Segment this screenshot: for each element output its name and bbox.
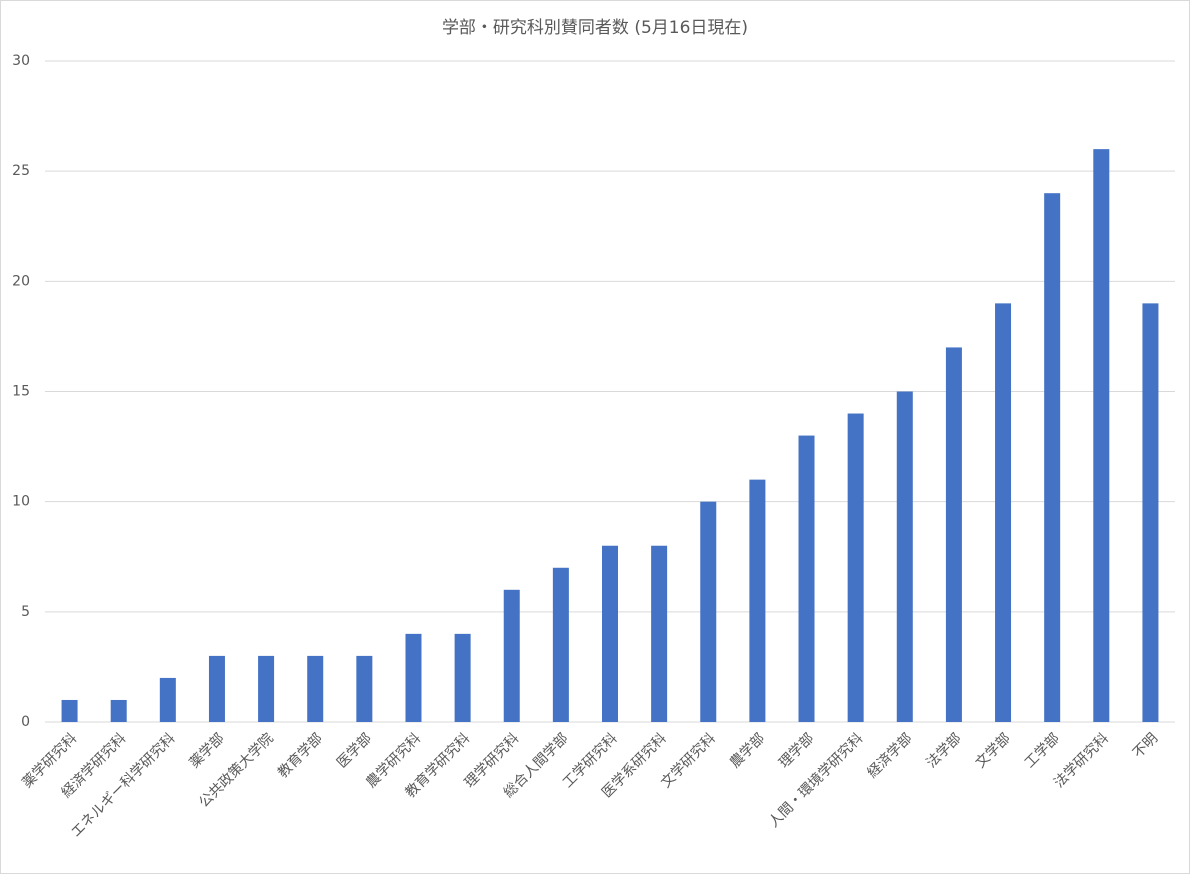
y-tick-label: 30 bbox=[12, 53, 30, 69]
bar bbox=[61, 699, 78, 722]
y-tick-label: 25 bbox=[12, 163, 30, 179]
bar bbox=[1142, 303, 1159, 722]
y-tick-label: 0 bbox=[21, 714, 30, 730]
bar bbox=[749, 479, 766, 722]
bar bbox=[945, 347, 962, 722]
bar bbox=[602, 545, 618, 722]
bar bbox=[503, 589, 520, 722]
bar bbox=[159, 677, 176, 722]
bar bbox=[110, 699, 127, 722]
bar bbox=[258, 655, 275, 722]
bar bbox=[356, 655, 373, 722]
bar bbox=[651, 545, 668, 722]
y-tick-label: 5 bbox=[21, 604, 30, 620]
bar bbox=[307, 655, 324, 722]
bar bbox=[847, 413, 864, 722]
bar bbox=[454, 633, 471, 722]
bar bbox=[700, 501, 717, 722]
chart-title: 学部・研究科別賛同者数 (5月16日現在) bbox=[442, 18, 748, 38]
bar bbox=[208, 655, 225, 722]
bar bbox=[1093, 149, 1110, 723]
y-tick-label: 10 bbox=[12, 494, 30, 510]
bar bbox=[896, 391, 913, 722]
bar bbox=[995, 303, 1012, 722]
bar bbox=[552, 567, 569, 722]
bar bbox=[1044, 193, 1061, 722]
y-tick-label: 20 bbox=[12, 273, 30, 289]
bar bbox=[798, 435, 815, 722]
y-tick-label: 15 bbox=[12, 384, 30, 400]
bar bbox=[405, 633, 422, 722]
